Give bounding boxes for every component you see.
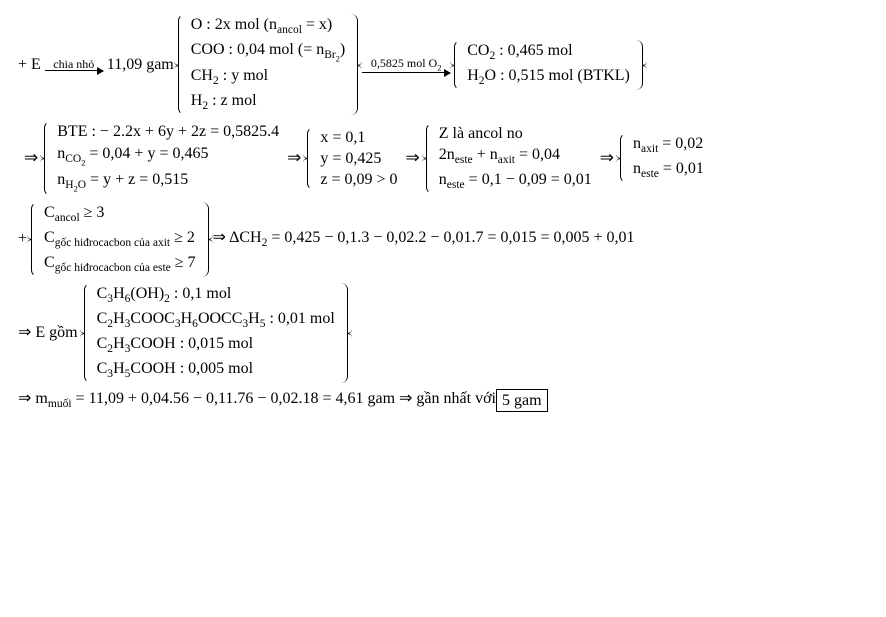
lead-text: ⇒ E gồm <box>18 323 78 342</box>
eq-item: Cgốc hiđrocacbon của este ≥ 7 <box>42 252 198 277</box>
arrow-shaft <box>362 72 450 73</box>
eq-item: naxit = 0,02 <box>631 133 706 158</box>
delta-text: ⇒ ΔCH2 = 0,425 − 0,1.3 − 0,02.2 − 0,01.7… <box>213 228 635 251</box>
compound-item: C3H5COOH : 0,005 mol <box>95 358 337 383</box>
eq-item: Cancol ≥ 3 <box>42 202 198 227</box>
brace-group-e: C3H6(OH)2 : 0,1 mol C2H3COOC3H6OOCC3H5 :… <box>84 283 348 383</box>
right-brace-icon <box>350 14 358 115</box>
arrow-chia-nho: chia nhỏ <box>45 58 103 71</box>
carbon-stack: Cancol ≥ 3 Cgốc hiđrocacbon của axit ≥ 2… <box>42 202 198 277</box>
implies-icon: ⇒ <box>287 148 301 168</box>
eq-item: 2neste + naxit = 0,04 <box>437 144 594 169</box>
arrow-o2: 0,5825 mol O2 <box>362 57 450 73</box>
implies-icon: ⇒ <box>600 148 614 168</box>
brace-group-bte: BTE : − 2.2x + 6y + 2z = 0,5825.4 nCO2 =… <box>44 121 281 195</box>
left-brace-icon <box>178 14 186 115</box>
brace-group-products: CO2 : 0,465 mol H2O : 0,515 mol (BTKL) <box>454 40 643 90</box>
eq-item: neste = 0,1 − 0,09 = 0,01 <box>437 169 594 194</box>
species-item: CH2 : y mol <box>189 65 347 90</box>
eq-item: y = 0,425 <box>318 148 399 169</box>
products-stack: CO2 : 0,465 mol H2O : 0,515 mol (BTKL) <box>465 40 632 90</box>
species-item: H2 : z mol <box>189 90 347 115</box>
eq-item: nH2O = y + z = 0,515 <box>55 169 281 195</box>
equation-line-2: ⇒ BTE : − 2.2x + 6y + 2z = 0,5825.4 nCO2… <box>18 121 868 195</box>
xyz-stack: x = 0,1 y = 0,425 z = 0,09 > 0 <box>318 127 399 191</box>
lead-text: + <box>18 229 27 248</box>
species-item: O : 2x mol (nancol = x) <box>189 14 347 39</box>
right-brace-icon <box>635 40 643 90</box>
left-brace-icon <box>307 127 315 191</box>
eq-item: Cgốc hiđrocacbon của axit ≥ 2 <box>42 227 198 252</box>
arrow-label: 0,5825 mol O2 <box>371 57 442 72</box>
right-brace-icon <box>340 283 348 383</box>
left-brace-icon <box>31 202 39 277</box>
equation-line-1: + E chia nhỏ 11,09 gam O : 2x mol (nanco… <box>18 14 868 115</box>
result-text: ⇒ mmuối = 11,09 + 0,04.56 − 0,11.76 − 0,… <box>18 389 496 412</box>
mass-text: 11,09 gam <box>107 55 174 74</box>
boxed-answer: 5 gam <box>496 389 548 412</box>
compound-item: C2H3COOH : 0,015 mol <box>95 333 337 358</box>
left-brace-icon <box>454 40 462 90</box>
left-brace-icon <box>620 133 628 183</box>
arrow-shaft <box>45 70 103 71</box>
species-item: COO : 0,04 mol (= nBr2) <box>189 39 347 65</box>
bte-stack: BTE : − 2.2x + 6y + 2z = 0,5825.4 nCO2 =… <box>55 121 281 195</box>
species-stack: O : 2x mol (nancol = x) COO : 0,04 mol (… <box>189 14 347 115</box>
left-brace-icon <box>44 121 52 195</box>
n-stack: naxit = 0,02 neste = 0,01 <box>631 133 706 183</box>
product-item: H2O : 0,515 mol (BTKL) <box>465 65 632 90</box>
eq-item: nCO2 = 0,04 + y = 0,465 <box>55 143 281 169</box>
left-brace-icon <box>84 283 92 383</box>
equation-line-3: + Cancol ≥ 3 Cgốc hiđrocacbon của axit ≥… <box>18 202 868 277</box>
implies-icon: ⇒ <box>406 148 420 168</box>
compound-item: C2H3COOC3H6OOCC3H5 : 0,01 mol <box>95 308 337 333</box>
implies-icon: ⇒ <box>24 148 38 168</box>
e-stack: C3H6(OH)2 : 0,1 mol C2H3COOC3H6OOCC3H5 :… <box>95 283 337 383</box>
eq-item: z = 0,09 > 0 <box>318 169 399 190</box>
lead-text: + E <box>18 55 41 74</box>
brace-group-n: naxit = 0,02 neste = 0,01 <box>620 133 706 183</box>
compound-item: C3H6(OH)2 : 0,1 mol <box>95 283 337 308</box>
brace-group-species: O : 2x mol (nancol = x) COO : 0,04 mol (… <box>178 14 358 115</box>
product-item: CO2 : 0,465 mol <box>465 40 632 65</box>
eq-item: neste = 0,01 <box>631 158 706 183</box>
eq-item: x = 0,1 <box>318 127 399 148</box>
eq-item: Z là ancol no <box>437 123 594 144</box>
arrow-label: chia nhỏ <box>53 58 94 70</box>
brace-group-ancol: Z là ancol no 2neste + naxit = 0,04 nest… <box>426 123 594 194</box>
eq-item: BTE : − 2.2x + 6y + 2z = 0,5825.4 <box>55 121 281 142</box>
ancol-stack: Z là ancol no 2neste + naxit = 0,04 nest… <box>437 123 594 194</box>
equation-line-5: ⇒ mmuối = 11,09 + 0,04.56 − 0,11.76 − 0,… <box>18 389 868 412</box>
left-brace-icon <box>426 123 434 194</box>
right-brace-icon <box>201 202 209 277</box>
brace-group-xyz: x = 0,1 y = 0,425 z = 0,09 > 0 <box>307 127 399 191</box>
equation-line-4: ⇒ E gồm C3H6(OH)2 : 0,1 mol C2H3COOC3H6O… <box>18 283 868 383</box>
brace-group-carbon: Cancol ≥ 3 Cgốc hiđrocacbon của axit ≥ 2… <box>31 202 209 277</box>
